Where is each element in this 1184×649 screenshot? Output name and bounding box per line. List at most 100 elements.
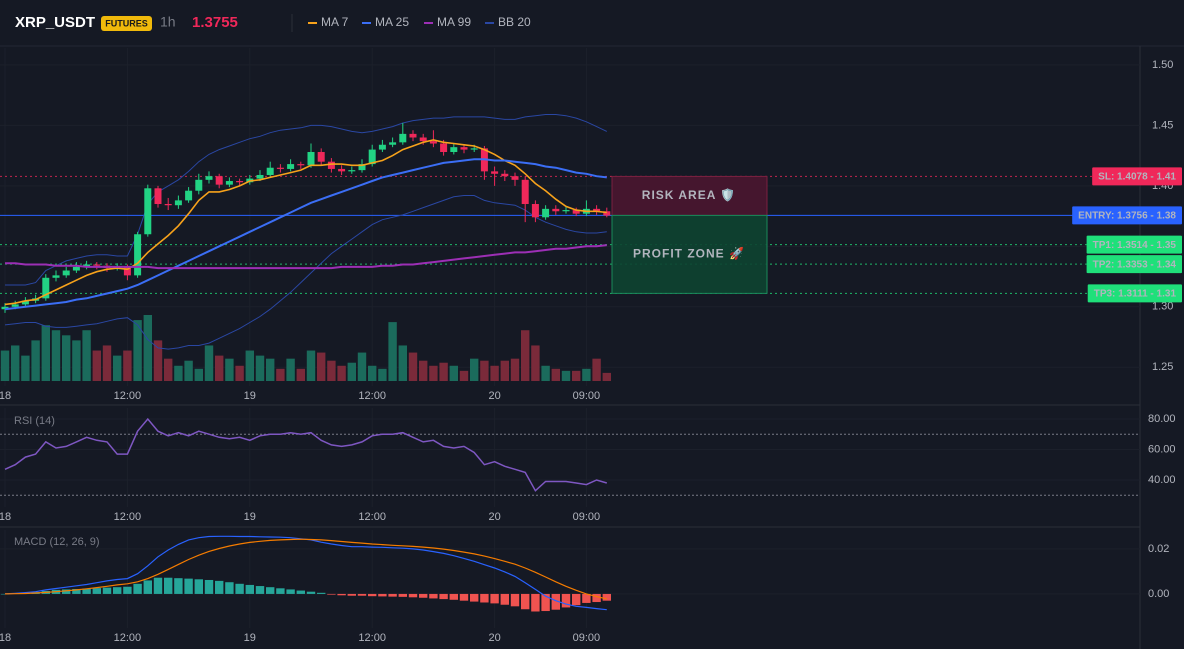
candle-body xyxy=(215,176,223,185)
macd-hist-bar xyxy=(255,586,265,594)
volume-bar xyxy=(592,358,601,381)
level-tag xyxy=(1092,167,1182,186)
macd-hist-bar xyxy=(296,590,305,594)
level-tag-label: SL: 1.4078 - 1.41 xyxy=(1098,172,1176,183)
macd-hist-bar xyxy=(459,593,469,601)
volume-bar xyxy=(31,340,40,381)
x-tick-label: 12:00 xyxy=(358,390,386,402)
candle-body xyxy=(429,141,437,144)
y-tick-label: 0.02 xyxy=(1148,543,1169,555)
candle-body xyxy=(144,188,152,235)
candle-body xyxy=(572,210,580,214)
x-tick-label: 19 xyxy=(244,632,256,644)
y-tick-label: 40.00 xyxy=(1148,474,1176,486)
x-tick-label: 12:00 xyxy=(358,632,386,644)
candle-body xyxy=(307,152,315,166)
macd-hist-bar xyxy=(541,593,550,612)
badge: FUTURES xyxy=(105,18,148,28)
macd-hist-bar xyxy=(286,589,295,594)
candle-body xyxy=(491,171,499,174)
macd-hist-bar xyxy=(592,593,601,603)
volume-bar xyxy=(582,368,591,381)
volume-bar xyxy=(337,365,346,381)
x-tick-label: 09:00 xyxy=(573,390,601,402)
volume-bar xyxy=(143,315,152,381)
macd-hist-bar xyxy=(184,578,193,594)
volume-bar xyxy=(551,368,560,381)
level-tag xyxy=(1086,235,1182,254)
volume-bar xyxy=(92,350,101,381)
macd-hist-bar xyxy=(133,583,142,594)
volume-bar xyxy=(378,368,387,381)
candle-body xyxy=(368,149,376,165)
macd-hist-bar xyxy=(551,593,560,610)
candle-body xyxy=(501,173,509,177)
volume-bar xyxy=(41,325,50,381)
macd-hist-bar xyxy=(245,584,254,594)
volume-bar xyxy=(500,360,509,381)
candle-body xyxy=(123,266,131,276)
zone xyxy=(611,214,768,294)
candle-body xyxy=(531,204,539,218)
volume-bar xyxy=(531,345,540,381)
volume-bar xyxy=(266,358,275,381)
macd-hist-bar xyxy=(419,593,428,598)
macd-hist-bar xyxy=(92,588,101,594)
volume-bar xyxy=(184,360,193,381)
macd-hist-bar xyxy=(72,588,81,594)
macd-hist-bar xyxy=(408,593,418,598)
candle-body xyxy=(62,270,70,276)
macd-hist-bar xyxy=(194,579,203,594)
candle-body xyxy=(185,190,193,201)
x-tick-label: 12:00 xyxy=(114,511,142,523)
volume-bar xyxy=(113,355,122,381)
macd-hist-bar xyxy=(153,577,163,594)
candle-body xyxy=(154,188,162,205)
volume-bar xyxy=(62,335,71,381)
macd-hist-bar xyxy=(143,580,152,594)
candle-body xyxy=(236,181,244,183)
level-tag-label: ENTRY: 1.3756 - 1.38 xyxy=(1078,211,1176,222)
macd-hist-bar xyxy=(582,593,591,603)
volume-bar xyxy=(204,345,214,381)
volume-bar xyxy=(459,370,469,381)
volume-bar xyxy=(439,362,448,381)
candle-body xyxy=(521,179,529,205)
volume-bar xyxy=(368,365,377,381)
y-tick-label: 1.50 xyxy=(1152,59,1173,71)
x-tick-label: 12:00 xyxy=(358,511,386,523)
volume-bar xyxy=(276,368,285,381)
level-tag xyxy=(1086,255,1182,274)
x-tick-label: 12:00 xyxy=(114,632,142,644)
macd-hist-bar xyxy=(510,593,520,607)
x-tick-label: 18 xyxy=(0,632,11,644)
y-tick-label: 1.45 xyxy=(1152,119,1173,131)
volume-bar xyxy=(235,365,244,381)
candle-body xyxy=(378,144,386,150)
x-tick-label: 20 xyxy=(488,511,500,523)
candle-body xyxy=(11,304,19,307)
x-tick-label: 19 xyxy=(244,390,256,402)
volume-bar xyxy=(225,358,234,381)
macd-hist-bar xyxy=(378,593,387,597)
volume-bar xyxy=(72,340,81,381)
candle-body xyxy=(256,174,264,179)
volume-bar xyxy=(296,368,305,381)
candle-body xyxy=(225,181,233,185)
macd-hist-bar xyxy=(225,582,234,594)
candle-body xyxy=(470,148,478,150)
candle-body xyxy=(205,176,213,180)
badge-bg xyxy=(101,16,152,31)
x-tick-label: 09:00 xyxy=(573,632,601,644)
macd-hist-bar xyxy=(0,593,10,595)
interval: 1h xyxy=(160,14,176,30)
candle-body xyxy=(562,210,570,212)
macd-hist-bar xyxy=(480,593,489,603)
macd-hist-bar xyxy=(306,591,316,594)
macd-hist-bar xyxy=(82,588,91,594)
zone xyxy=(611,175,768,216)
candle-body xyxy=(358,164,366,171)
rsi-line xyxy=(4,417,608,492)
last-price: 1.3755 xyxy=(192,14,238,31)
